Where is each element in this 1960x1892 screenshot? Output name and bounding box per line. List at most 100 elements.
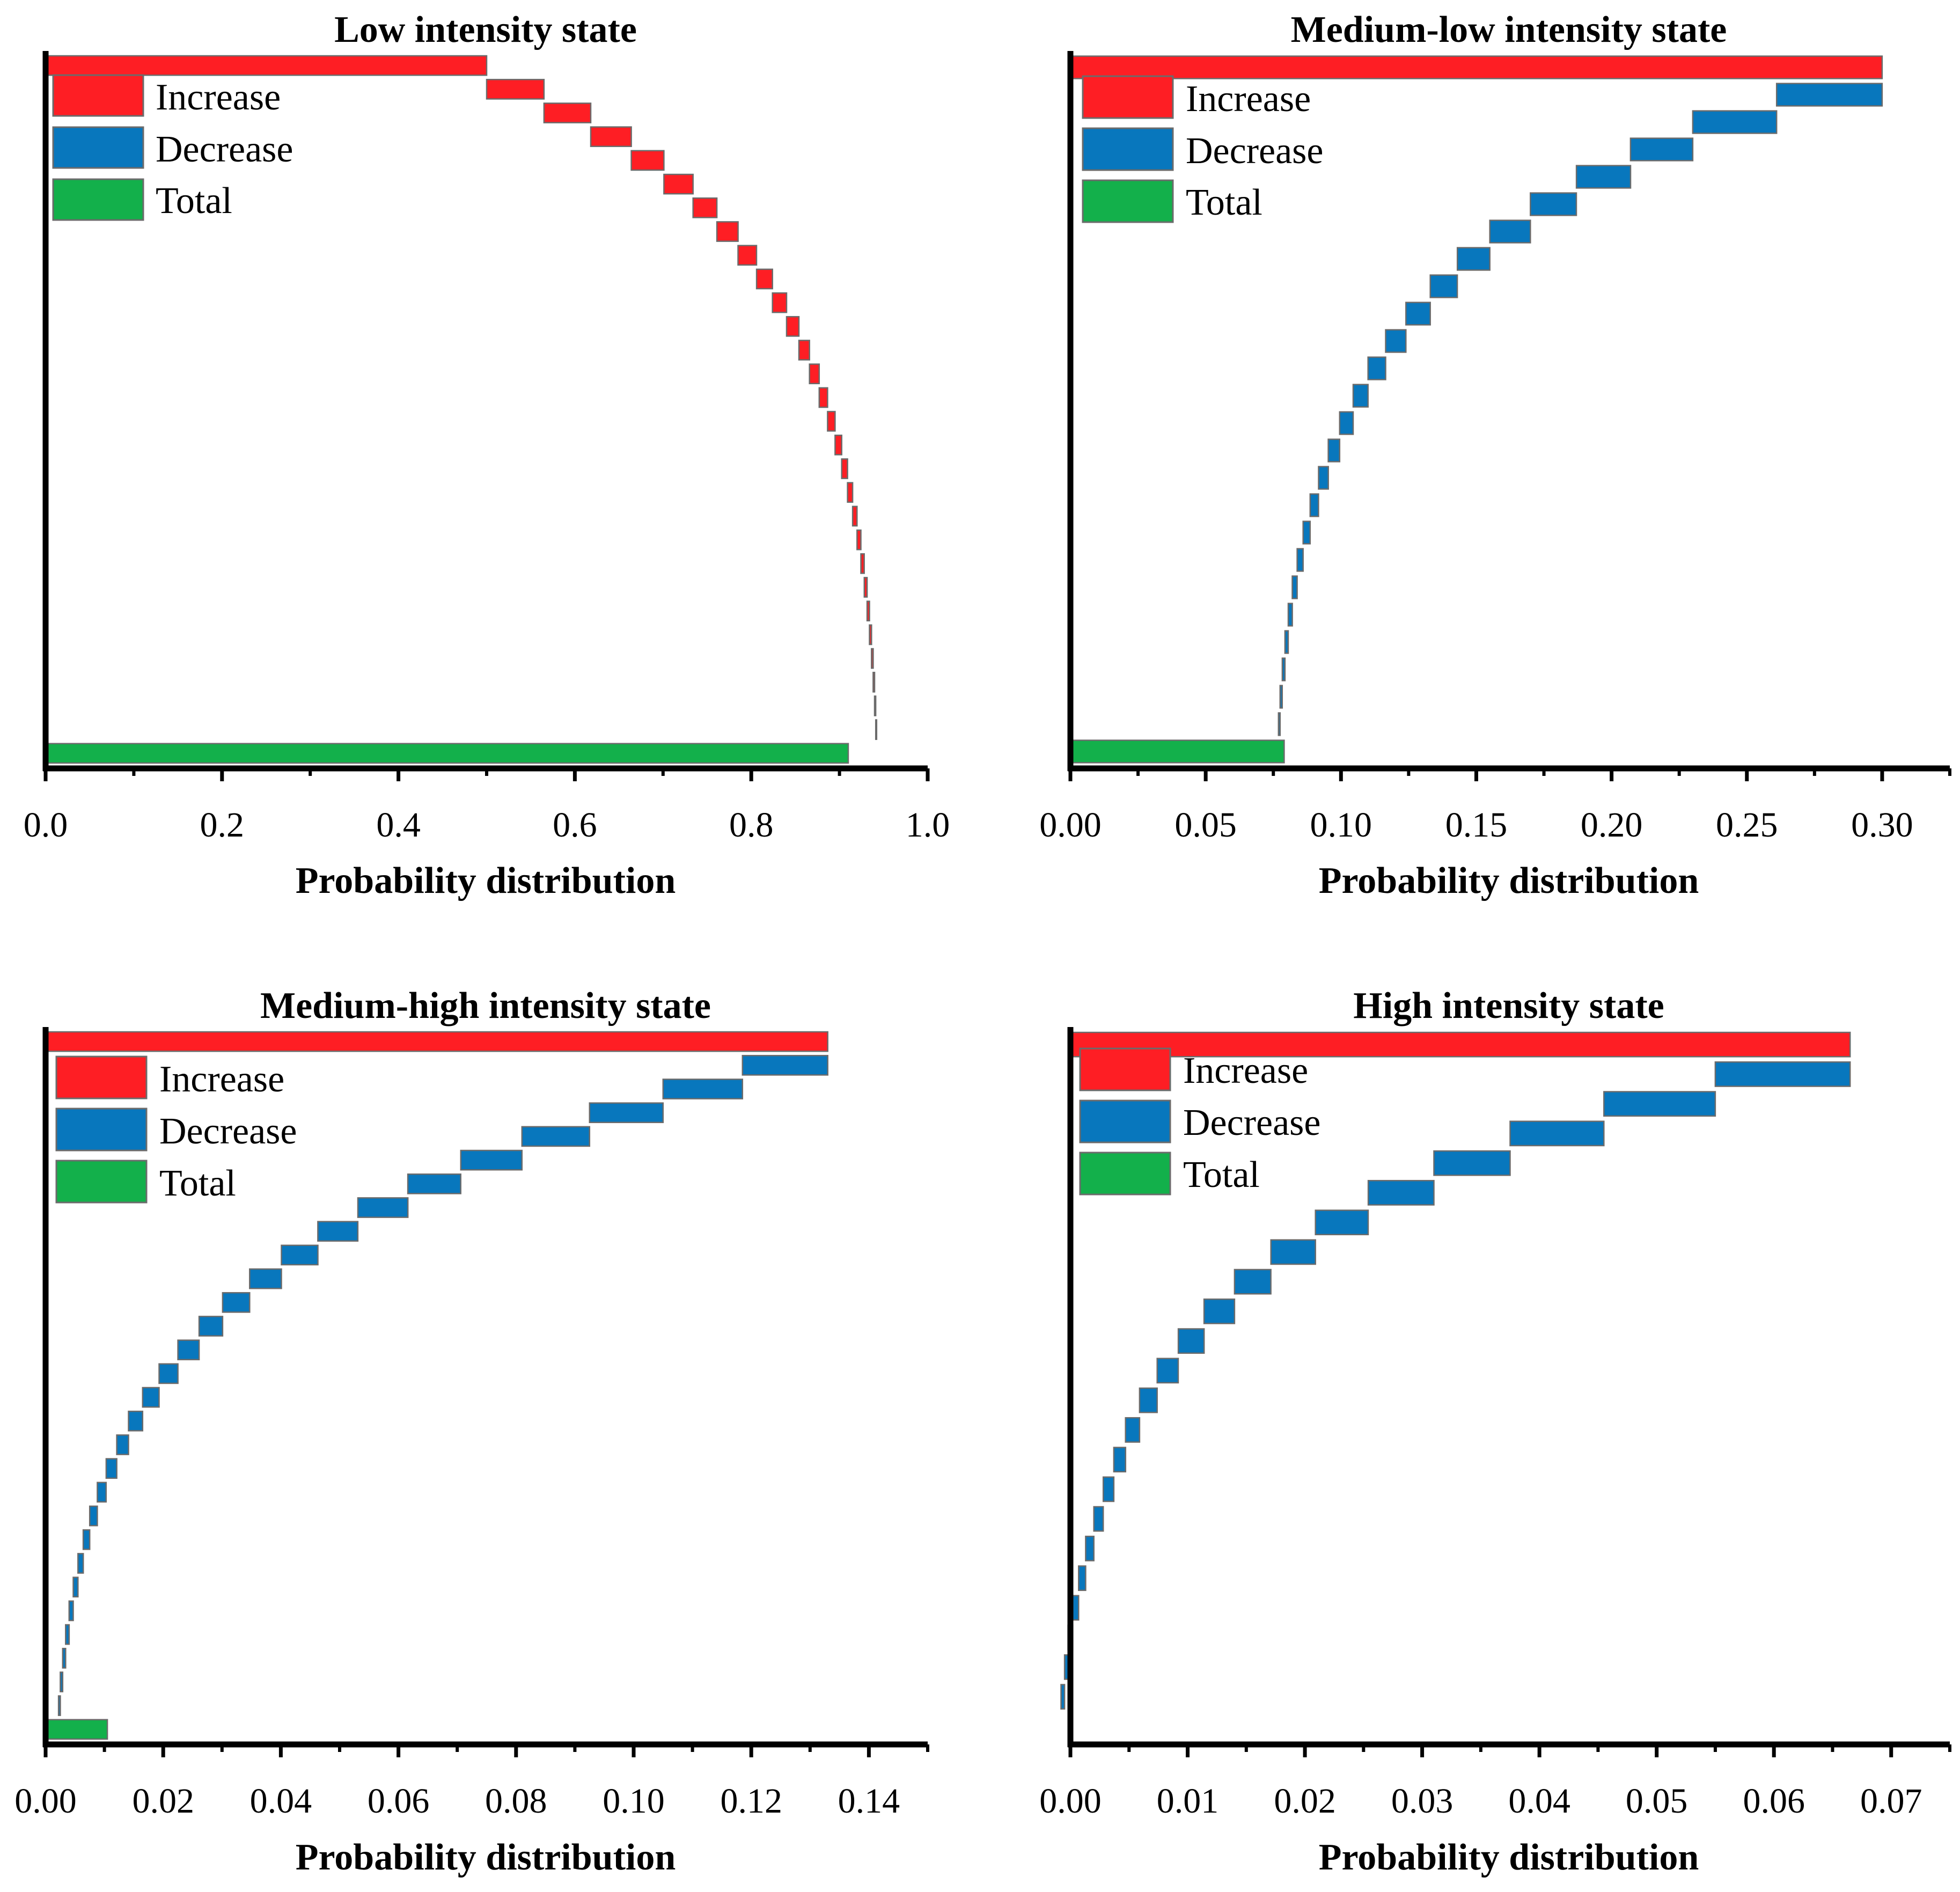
bar-step-23 bbox=[1279, 685, 1283, 709]
chart-title: Low intensity state bbox=[334, 9, 637, 50]
legend-item-increase: Increase bbox=[1082, 75, 1311, 120]
bar-step-6 bbox=[692, 197, 718, 218]
x-tick-label: 0.03 bbox=[1391, 1781, 1454, 1821]
x-tick-label: 0.14 bbox=[838, 1781, 900, 1821]
bar-step-27 bbox=[60, 1671, 64, 1692]
bar-step-4 bbox=[630, 150, 665, 171]
bar-step-16 bbox=[1093, 1506, 1104, 1532]
bar-step-20 bbox=[1287, 603, 1293, 627]
bar-step-12 bbox=[198, 1316, 224, 1337]
bar-step-2 bbox=[1603, 1091, 1716, 1117]
bar-step-1 bbox=[1775, 83, 1883, 107]
bar-step-1 bbox=[486, 78, 545, 100]
bar-step-12 bbox=[1139, 1387, 1158, 1413]
bar-step-23 bbox=[72, 1576, 79, 1598]
bar-step-4 bbox=[1433, 1150, 1511, 1176]
bar-step-9 bbox=[1405, 302, 1431, 326]
bar-step-10 bbox=[249, 1268, 282, 1289]
legend-swatch-decrease bbox=[1079, 1099, 1171, 1143]
legend-swatch-increase bbox=[52, 74, 144, 117]
x-tick-label: 0.10 bbox=[1310, 805, 1372, 845]
bar-step-6 bbox=[1315, 1209, 1369, 1236]
legend-label-total: Total bbox=[1186, 182, 1262, 223]
legend-label-total: Total bbox=[156, 180, 232, 222]
legend-label-total: Total bbox=[1183, 1154, 1260, 1196]
legend-item-total: Total bbox=[1082, 179, 1262, 223]
x-tick-label: 0.8 bbox=[729, 805, 774, 845]
x-tick-label: 0.12 bbox=[720, 1781, 782, 1821]
legend-swatch-decrease bbox=[1082, 127, 1174, 171]
x-tick-label: 0.08 bbox=[485, 1781, 547, 1821]
x-tick-label: 0.00 bbox=[1039, 805, 1102, 845]
legend-swatch-total bbox=[1082, 179, 1174, 223]
bar-step-4 bbox=[521, 1126, 591, 1147]
x-tick-label: 0.06 bbox=[368, 1781, 430, 1821]
bar-step-17 bbox=[1302, 520, 1311, 545]
legend-label-increase: Increase bbox=[156, 77, 281, 118]
bar-step-15 bbox=[142, 1387, 160, 1408]
x-tick-label: 0.20 bbox=[1581, 805, 1643, 845]
x-tick-label: 1.0 bbox=[906, 805, 950, 845]
bar-step-3 bbox=[1629, 137, 1694, 162]
bar-step-21 bbox=[1284, 630, 1289, 654]
legend: Increase Decrease Total bbox=[55, 1055, 297, 1204]
bar-step-20 bbox=[856, 529, 862, 551]
bar-step-10 bbox=[1177, 1328, 1205, 1354]
legend-swatch-decrease bbox=[52, 126, 144, 169]
x-tick-label: 0.04 bbox=[250, 1781, 312, 1821]
bar-step-16 bbox=[834, 434, 842, 456]
legend-swatch-total bbox=[52, 178, 144, 221]
bar-step-8 bbox=[1429, 274, 1458, 298]
legend-item-increase: Increase bbox=[55, 1055, 284, 1100]
bar-initial bbox=[1069, 1031, 1851, 1058]
legend-swatch-total bbox=[55, 1160, 148, 1204]
bar-step-3 bbox=[590, 126, 632, 148]
x-tick-label: 0.05 bbox=[1626, 1781, 1688, 1821]
panel-high-intensity: High intensity state 0.00 0.01 0.02 0.03 0.0… bbox=[1039, 985, 1951, 1878]
legend-item-total: Total bbox=[55, 1160, 236, 1204]
x-axis-label: Probability distribution bbox=[1319, 1837, 1699, 1878]
bars-group bbox=[45, 1031, 828, 1740]
bar-step-4 bbox=[1575, 165, 1632, 189]
bar-step-13 bbox=[1125, 1417, 1141, 1443]
bar-step-27 bbox=[873, 695, 877, 716]
bar-step-15 bbox=[1318, 466, 1329, 490]
bars-group bbox=[45, 55, 878, 764]
bar-initial bbox=[45, 55, 488, 76]
x-tick-label: 0.00 bbox=[14, 1781, 77, 1821]
x-ticks: 0.0 0.2 0.4 0.6 0.8 1.0 bbox=[24, 768, 950, 845]
bar-step-17 bbox=[1085, 1535, 1095, 1561]
bar-step-26 bbox=[872, 671, 876, 693]
bar-step-8 bbox=[1234, 1268, 1272, 1295]
bar-step-18 bbox=[1078, 1565, 1087, 1592]
legend-item-increase: Increase bbox=[1079, 1047, 1308, 1091]
x-tick-label: 0.4 bbox=[376, 805, 421, 845]
bar-step-25 bbox=[65, 1624, 70, 1645]
legend: Increase Decrease Total bbox=[1079, 1047, 1320, 1196]
bar-total bbox=[1069, 739, 1285, 764]
bar-step-18 bbox=[847, 482, 854, 503]
bar-total bbox=[45, 743, 849, 764]
legend-label-total: Total bbox=[159, 1163, 236, 1204]
x-axis-label: Probability distribution bbox=[296, 1837, 676, 1878]
legend-label-increase: Increase bbox=[1186, 78, 1311, 120]
bar-step-1 bbox=[742, 1054, 828, 1076]
bar-total bbox=[45, 1719, 108, 1740]
bar-step-9 bbox=[755, 268, 773, 290]
legend-swatch-increase bbox=[1079, 1047, 1171, 1091]
legend-item-decrease: Decrease bbox=[52, 126, 293, 170]
bar-step-19 bbox=[97, 1482, 107, 1503]
x-tick-label: 0.01 bbox=[1157, 1781, 1219, 1821]
bar-step-7 bbox=[1456, 247, 1491, 271]
bar-step-11 bbox=[786, 316, 800, 337]
legend-label-decrease: Decrease bbox=[1186, 130, 1323, 172]
bar-step-19 bbox=[851, 505, 858, 527]
legend-item-decrease: Decrease bbox=[1079, 1099, 1320, 1143]
bar-step-24 bbox=[869, 624, 872, 646]
bar-step-19 bbox=[1072, 1595, 1080, 1621]
legend-item-total: Total bbox=[1079, 1152, 1260, 1196]
x-tick-label: 0.30 bbox=[1851, 805, 1913, 845]
bars-group bbox=[1069, 55, 1883, 764]
bar-step-6 bbox=[1489, 219, 1531, 244]
